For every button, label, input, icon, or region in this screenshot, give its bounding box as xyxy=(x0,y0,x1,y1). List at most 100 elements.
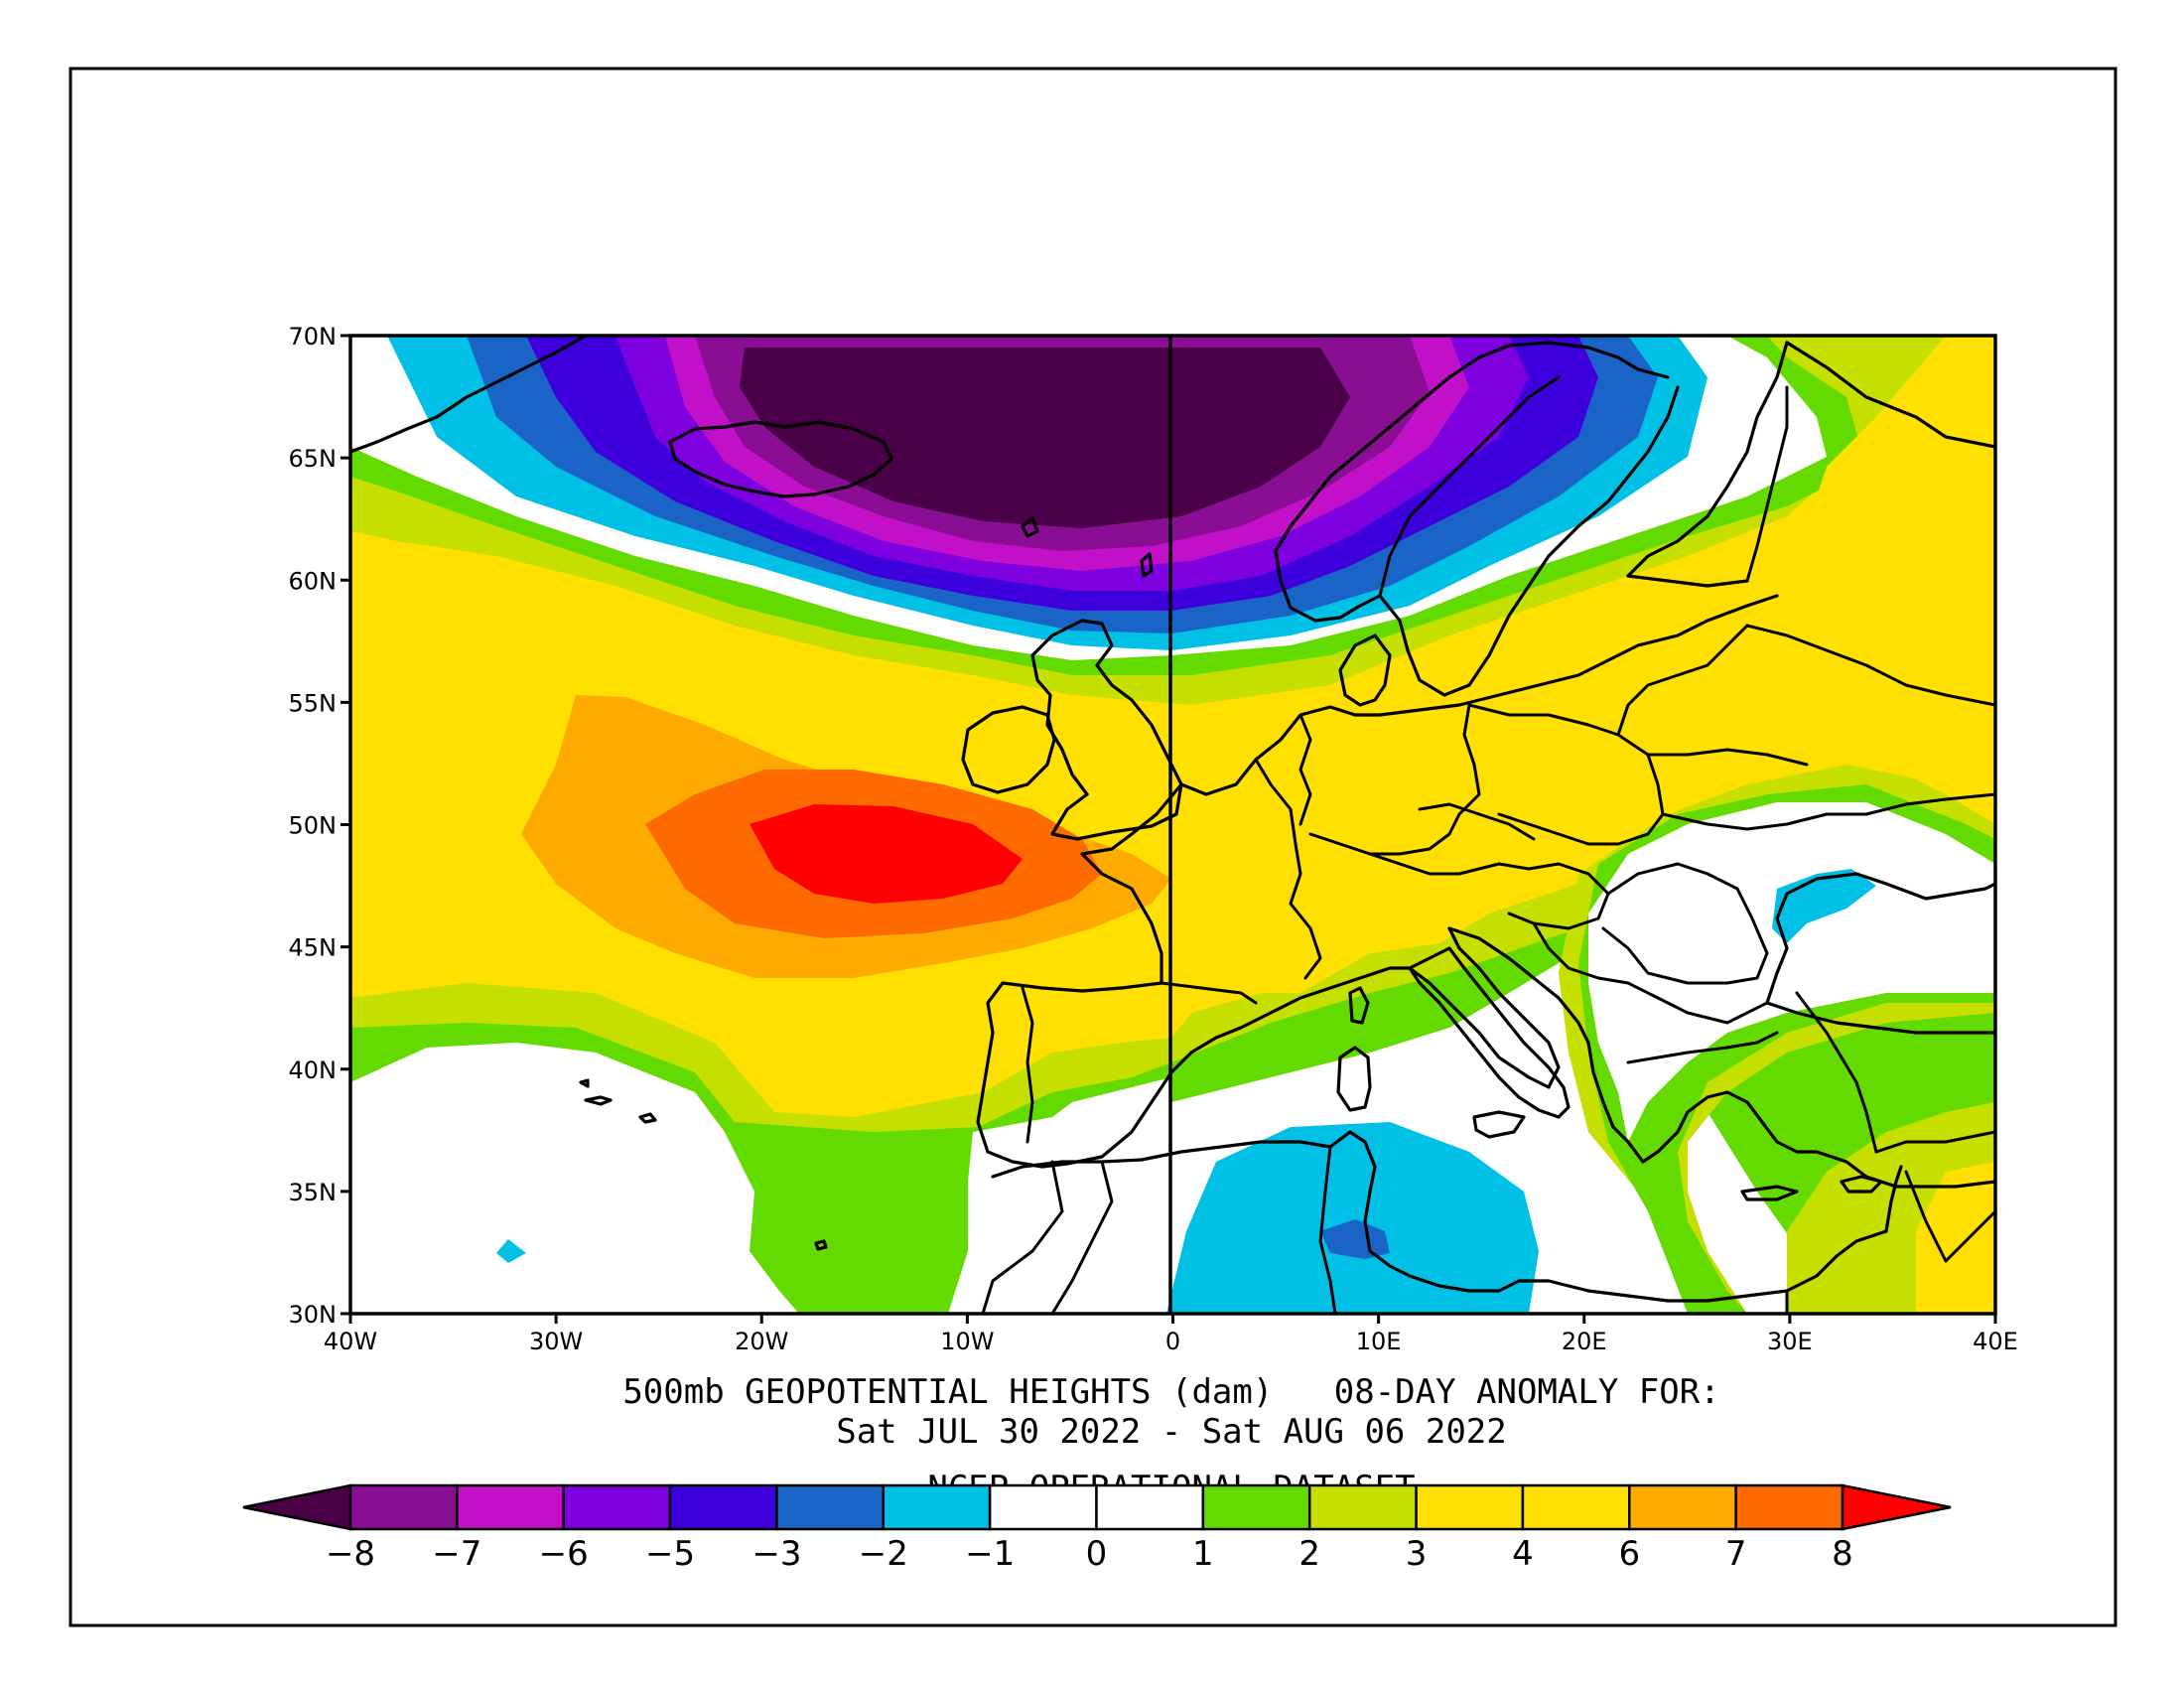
fill-above-8-atl xyxy=(750,804,1023,904)
anomaly-map[interactable] xyxy=(350,336,1995,1314)
border-north-africa xyxy=(1050,1160,1114,1314)
coast-azores-2 xyxy=(584,1095,613,1106)
colorbar-box xyxy=(882,1483,992,1531)
title-line-1: 500mb GEOPOTENTIAL HEIGHTS (dam) 08-DAY … xyxy=(622,1372,1719,1412)
x-tick-label: 40W xyxy=(324,1328,377,1355)
fill-m2-m1-atlantic-dot xyxy=(496,1239,526,1263)
fill-0-1-sw xyxy=(350,1043,1176,1314)
border-germany-west xyxy=(1298,713,1312,826)
x-tick-label: 30W xyxy=(529,1328,583,1355)
coastlines xyxy=(350,336,1995,1303)
coast-denmark xyxy=(1338,633,1392,707)
border-finland-russia xyxy=(1745,385,1789,583)
border-balkans xyxy=(1532,921,1769,1025)
fill-m2-m1-tunisia xyxy=(1166,1122,1539,1314)
coast-sweden xyxy=(1378,385,1680,697)
border-france-spain xyxy=(1160,981,1258,1005)
colorbar-box xyxy=(775,1483,886,1531)
coast-greenland xyxy=(350,336,588,454)
coast-finland xyxy=(1626,341,1789,578)
colorbar-box xyxy=(1201,1483,1311,1531)
border-middle-east xyxy=(1904,1170,1995,1263)
border-greece xyxy=(1626,1031,1779,1064)
coast-azores-1 xyxy=(579,1078,590,1088)
colorbar-box xyxy=(668,1483,778,1531)
y-tick-label: 55N xyxy=(289,689,338,717)
colorbar-box xyxy=(1521,1483,1631,1531)
colorbar-box xyxy=(1095,1483,1205,1531)
border-romania xyxy=(1601,862,1769,985)
y-tick-label: 50N xyxy=(289,812,338,840)
colorbar-label: 1 xyxy=(1192,1534,1214,1574)
colorbar-label: −2 xyxy=(859,1534,908,1574)
fill-m3-m2-tunisia xyxy=(1320,1219,1390,1259)
coast-norway-south xyxy=(1274,549,1382,623)
colorbar-label: 8 xyxy=(1832,1534,1853,1574)
y-tick-label: 60N xyxy=(289,567,338,595)
coast-africa xyxy=(991,1130,1888,1303)
border-algeria-tunisia xyxy=(1318,1145,1337,1314)
border-austria xyxy=(1368,852,1531,876)
colorbar-label: 6 xyxy=(1618,1534,1640,1574)
border-france-east xyxy=(1254,758,1322,980)
colorbar-end-high xyxy=(1841,1483,1952,1531)
coast-kola xyxy=(1785,341,1995,449)
border-norway-sweden xyxy=(1378,375,1561,598)
border-baltic xyxy=(1616,624,1749,737)
coast-crete xyxy=(1740,1185,1799,1201)
coast-iberia xyxy=(976,981,1243,1169)
colorbar-label: 7 xyxy=(1725,1534,1747,1574)
x-tick-label: 30E xyxy=(1767,1328,1813,1355)
fill-below-m8-north xyxy=(740,348,1350,528)
coast-norway xyxy=(1274,341,1670,553)
colorbar-label: −1 xyxy=(965,1534,1015,1574)
border-algeria-morocco xyxy=(981,1160,1064,1314)
coast-adriatic-east xyxy=(1447,926,1630,1144)
coast-cyprus xyxy=(1840,1175,1883,1194)
coast-ireland xyxy=(961,705,1056,794)
border-russia xyxy=(1745,624,1995,707)
coast-sardinia xyxy=(1336,1046,1372,1112)
coast-levant xyxy=(1884,1165,1903,1233)
colorbar-label: −7 xyxy=(432,1534,481,1574)
border-germany-east xyxy=(1308,703,1481,856)
coast-corsica xyxy=(1348,986,1370,1025)
coast-azores-3 xyxy=(638,1112,657,1124)
colorbar-label: −3 xyxy=(751,1534,801,1574)
colorbar-label: −5 xyxy=(645,1534,695,1574)
colorbar-box xyxy=(562,1483,672,1531)
x-tick-label: 20E xyxy=(1562,1328,1607,1355)
coast-shetland xyxy=(1140,552,1154,578)
coast-great-britain xyxy=(1030,619,1183,841)
colorbar-box xyxy=(1307,1483,1418,1531)
coast-black-sea-south xyxy=(1765,1001,1995,1035)
colorbar: −8 −7 −6 −5 −3 −2 −1 0 1 2 3 4 6 7 8 xyxy=(242,1483,1952,1574)
country-borders xyxy=(981,375,1995,1314)
y-tick-label: 65N xyxy=(289,445,338,473)
border-belarus xyxy=(1646,748,1809,767)
x-tick-label: 0 xyxy=(1165,1328,1180,1355)
fill-3-4-se xyxy=(1916,1162,1995,1314)
coast-sicily xyxy=(1472,1110,1526,1139)
colorbar-label: 0 xyxy=(1086,1534,1108,1574)
fill-3-4-ne xyxy=(1707,336,1995,824)
anomaly-contour-fills xyxy=(350,336,1995,1314)
border-turkey-south xyxy=(1874,1130,1995,1154)
colorbar-box xyxy=(1628,1483,1737,1531)
y-tick-label: 30N xyxy=(289,1301,338,1329)
colorbar-box xyxy=(1734,1483,1844,1531)
coast-greece xyxy=(1626,1090,1995,1189)
colorbar-label: 4 xyxy=(1512,1534,1534,1574)
x-tick-label: 10E xyxy=(1356,1328,1402,1355)
border-hungary xyxy=(1507,862,1610,930)
coast-gulf-finland xyxy=(1626,574,1749,588)
coast-madeira xyxy=(814,1239,828,1251)
colorbar-box xyxy=(456,1483,565,1531)
title-line-2: Sat JUL 30 2022 - Sat AUG 06 2022 xyxy=(836,1412,1507,1452)
coast-faroe xyxy=(1021,516,1039,538)
coast-med-north xyxy=(1239,926,1561,1089)
border-turkey xyxy=(1795,991,1878,1154)
x-axis: 40W 30W 20W 10W 0 10E 20E 30E 40E xyxy=(324,1314,2018,1355)
y-tick-label: 35N xyxy=(289,1179,338,1206)
